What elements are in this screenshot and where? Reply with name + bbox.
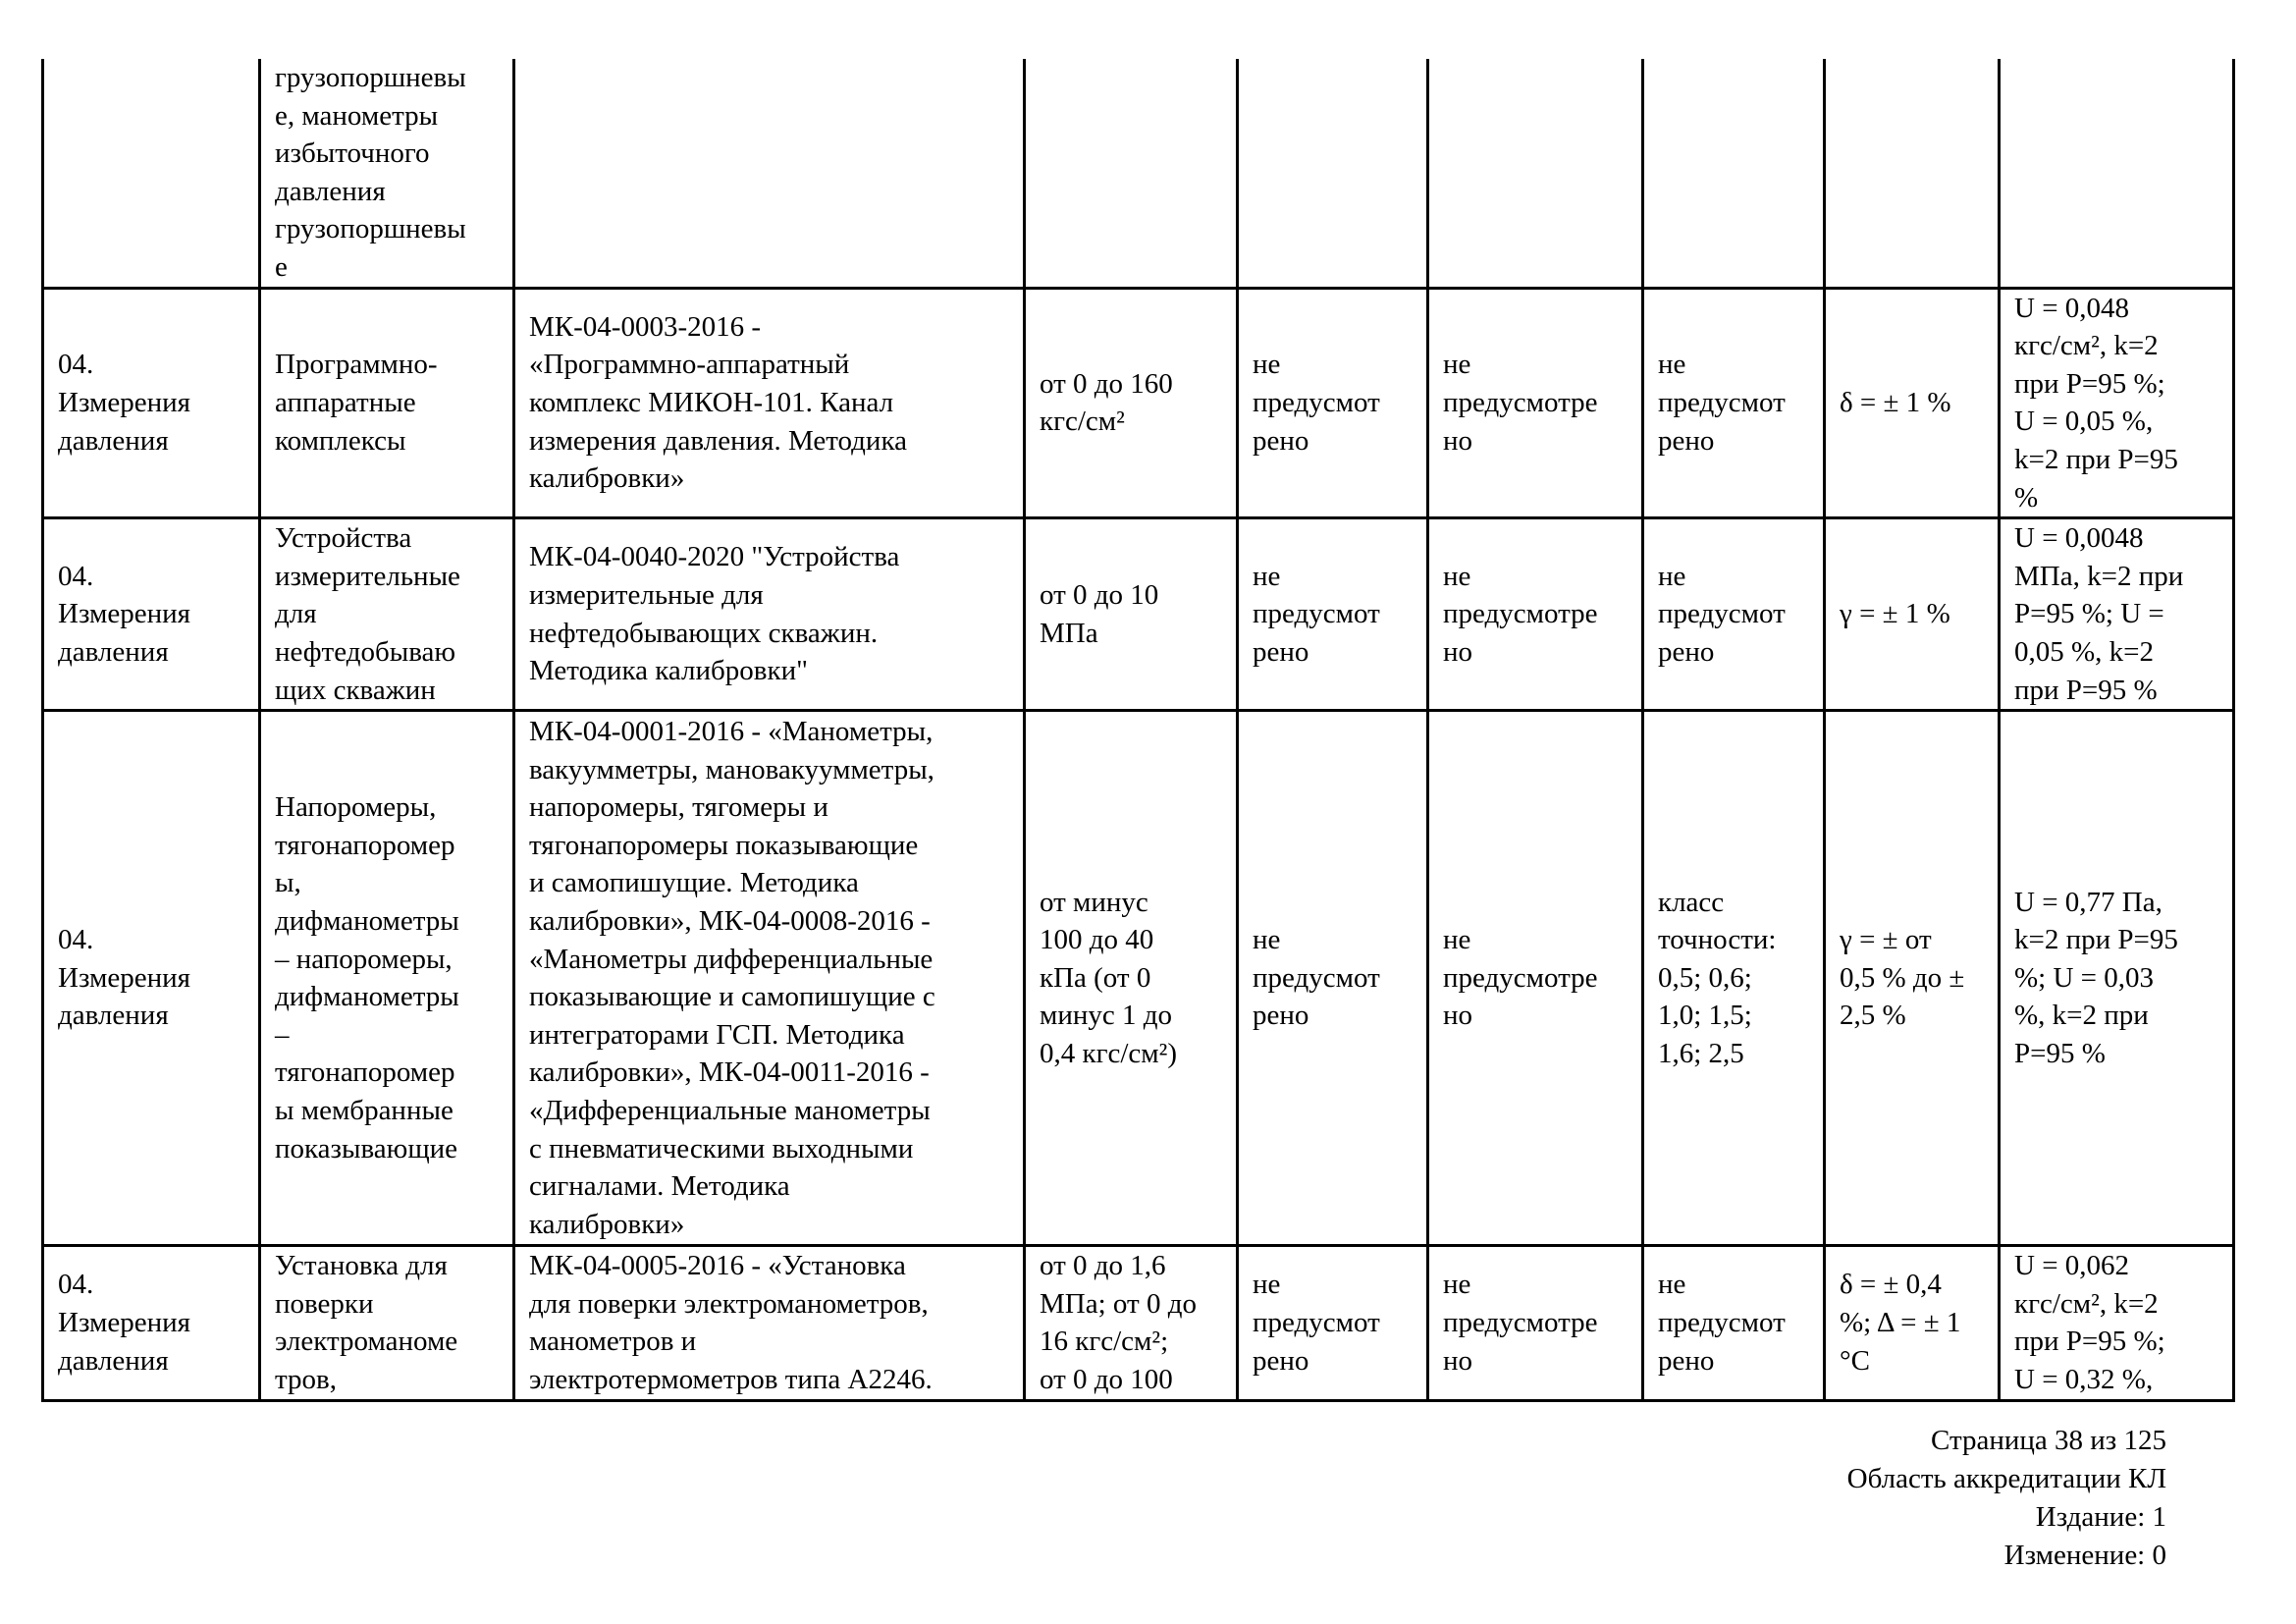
table-cell: 04. Измерения давления bbox=[41, 516, 261, 713]
table-cell: Устройства измерительные для нефтедобыва… bbox=[258, 516, 515, 713]
table-cell: не предусмотре но bbox=[1426, 1244, 1644, 1402]
table-row: 04. Измерения давления Программно- аппара… bbox=[41, 286, 2235, 520]
table-cell bbox=[1998, 59, 2235, 290]
table-cell: не предусмот рено bbox=[1236, 286, 1429, 520]
accreditation-scope: Область аккредитации КЛ bbox=[1846, 1463, 2166, 1494]
table-cell: не предусмотре но bbox=[1426, 709, 1644, 1248]
table-cell: от 0 до 10 МПа bbox=[1023, 516, 1239, 713]
table-cell: δ = ± 1 % bbox=[1823, 286, 2001, 520]
table-cell: U = 0,048 кгс/см², k=2 при P=95 %; U = 0… bbox=[1998, 286, 2235, 520]
table-row: 04. Измерения давления Устройства измерит… bbox=[41, 516, 2235, 713]
table-cell: не предусмотре но bbox=[1426, 286, 1644, 520]
table-cell: не предусмот рено bbox=[1236, 1244, 1429, 1402]
table-cell: МК-04-0005-2016 - «Установка для поверки… bbox=[512, 1244, 1026, 1402]
accreditation-table: грузопоршневы е, манометры избыточного д… bbox=[41, 59, 2235, 1402]
table-cell: от 0 до 1,6 МПа; от 0 до 16 кгс/см²; от … bbox=[1023, 1244, 1239, 1402]
table-cell: не предусмот рено bbox=[1236, 516, 1429, 713]
table-cell: не предусмот рено bbox=[1641, 1244, 1826, 1402]
table-row: грузопоршневы е, манометры избыточного д… bbox=[41, 59, 2235, 290]
table-cell: γ = ± от 0,5 % до ± 2,5 % bbox=[1823, 709, 2001, 1248]
table-cell: грузопоршневы е, манометры избыточного д… bbox=[258, 59, 515, 290]
table-cell: не предусмот рено bbox=[1236, 709, 1429, 1248]
table-cell: U = 0,0048 МПа, k=2 при P=95 %; U = 0,05… bbox=[1998, 516, 2235, 713]
edition: Издание: 1 bbox=[2035, 1501, 2166, 1533]
table-cell: 04. Измерения давления bbox=[41, 286, 261, 520]
table-cell bbox=[512, 59, 1026, 290]
table-cell: МК-04-0003-2016 - «Программно-аппаратный… bbox=[512, 286, 1026, 520]
table-cell bbox=[41, 59, 261, 290]
table-cell: γ = ± 1 % bbox=[1823, 516, 2001, 713]
table-cell bbox=[1023, 59, 1239, 290]
table-row: 04. Измерения давления Напоромеры, тягона… bbox=[41, 709, 2235, 1248]
table-cell: МК-04-0001-2016 - «Манометры, вакуумметр… bbox=[512, 709, 1026, 1248]
table-cell: Напоромеры, тягонапоромер ы, дифманометр… bbox=[258, 709, 515, 1248]
table-cell: не предусмот рено bbox=[1641, 286, 1826, 520]
table-cell: U = 0,062 кгс/см², k=2 при P=95 %; U = 0… bbox=[1998, 1244, 2235, 1402]
table-cell bbox=[1236, 59, 1429, 290]
table-cell: δ = ± 0,4 %; Δ = ± 1 °С bbox=[1823, 1244, 2001, 1402]
table-cell: Программно- аппаратные комплексы bbox=[258, 286, 515, 520]
page-footer: Страница 38 из 125 Область аккредитации … bbox=[1847, 1422, 2166, 1575]
change: Изменение: 0 bbox=[2003, 1540, 2166, 1571]
table-row: 04. Измерения давления Установка для пове… bbox=[41, 1244, 2235, 1402]
table-cell: от 0 до 160 кгс/см² bbox=[1023, 286, 1239, 520]
table-cell: не предусмотре но bbox=[1426, 516, 1644, 713]
table-cell: 04. Измерения давления bbox=[41, 1244, 261, 1402]
table-cell: от минус 100 до 40 кПа (от 0 минус 1 до … bbox=[1023, 709, 1239, 1248]
table-cell: класс точности: 0,5; 0,6; 1,0; 1,5; 1,6;… bbox=[1641, 709, 1826, 1248]
table-cell bbox=[1823, 59, 2001, 290]
table-cell: 04. Измерения давления bbox=[41, 709, 261, 1248]
table-cell: U = 0,77 Па, k=2 при P=95 %; U = 0,03 %,… bbox=[1998, 709, 2235, 1248]
table-cell bbox=[1641, 59, 1826, 290]
page-number: Страница 38 из 125 bbox=[1930, 1425, 2166, 1456]
table-cell: МК-04-0040-2020 "Устройства измерительны… bbox=[512, 516, 1026, 713]
table-cell bbox=[1426, 59, 1644, 290]
table-cell: Установка для поверки электроманоме тров… bbox=[258, 1244, 515, 1402]
table-cell: не предусмот рено bbox=[1641, 516, 1826, 713]
